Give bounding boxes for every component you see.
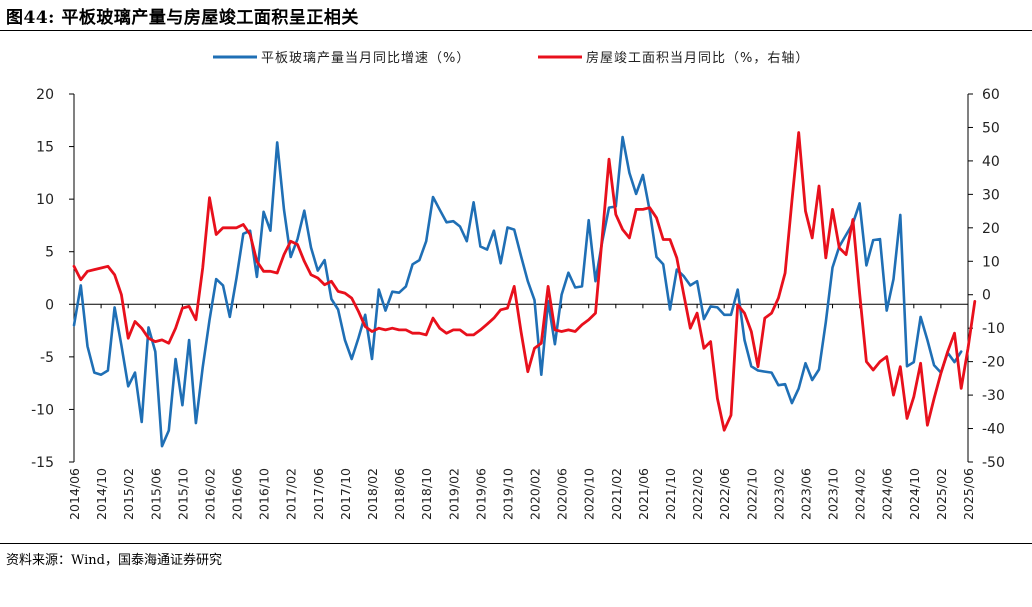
x-tick-label: 2021/02 (609, 468, 624, 520)
x-tick-label: 2021/06 (636, 468, 651, 520)
left-tick-label: 0 (45, 297, 54, 313)
source-note: 资料来源：Wind，国泰海通证券研究 (6, 553, 222, 568)
right-tick-label: 60 (982, 87, 1000, 103)
right-tick-label: 30 (982, 187, 1000, 203)
x-tick-label: 2015/10 (175, 468, 190, 520)
right-tick-label: 10 (982, 254, 1000, 270)
x-tick-label: 2023/10 (826, 468, 841, 520)
right-tick-label: 20 (982, 221, 1000, 237)
x-tick-label: 2024/02 (853, 468, 868, 520)
x-tick-label: 2018/10 (419, 468, 434, 520)
x-tick-label: 2015/06 (148, 468, 163, 520)
x-tick-label: 2020/02 (528, 468, 543, 520)
chart: 平板玻璃产量当月同比增速（%） 房屋竣工面积当月同比（%，右轴） -15 -10 -5… (31, 50, 1005, 520)
x-tick-label: 2018/06 (392, 468, 407, 520)
x-tick-label: 2016/06 (230, 468, 245, 520)
left-tick-label: 5 (45, 245, 54, 261)
x-tick-label: 2021/10 (663, 468, 678, 520)
right-tick-label: -50 (982, 455, 1005, 471)
x-tick-label: 2015/02 (121, 468, 136, 520)
glass-output-yoy-line (72, 135, 963, 448)
x-tick-label: 2022/06 (717, 468, 732, 520)
x-tick-label: 2024/06 (880, 468, 895, 520)
axes: -15-10-505101520-50-40-30-20-10010203040… (31, 87, 1005, 520)
right-tick-label: -40 (982, 422, 1005, 438)
x-tick-label: 2017/02 (284, 468, 299, 520)
x-tick-label: 2019/02 (446, 468, 461, 520)
x-tick-label: 2025/02 (934, 468, 949, 520)
x-tick-label: 2014/10 (94, 468, 109, 520)
left-tick-label: -5 (40, 350, 54, 366)
right-tick-label: 50 (982, 120, 1000, 136)
left-tick-label: -15 (31, 455, 54, 471)
left-tick-label: 10 (36, 192, 54, 208)
x-tick-label: 2016/02 (202, 468, 217, 520)
right-tick-label: -30 (982, 388, 1005, 404)
x-tick-label: 2014/06 (67, 468, 82, 520)
x-tick-label: 2023/02 (771, 468, 786, 520)
left-tick-label: 15 (36, 140, 54, 156)
x-tick-label: 2020/06 (555, 468, 570, 520)
x-tick-label: 2016/10 (257, 468, 272, 520)
legend-label-completed-area: 房屋竣工面积当月同比（%，右轴） (586, 50, 809, 66)
x-tick-label: 2018/02 (365, 468, 380, 520)
x-tick-label: 2022/02 (690, 468, 705, 520)
legend: 平板玻璃产量当月同比增速（%） 房屋竣工面积当月同比（%，右轴） (213, 50, 809, 66)
title-rule (0, 30, 1032, 31)
figure-title: 图44: 平板玻璃产量与房屋竣工面积呈正相关 (6, 8, 359, 28)
right-tick-label: 0 (982, 288, 991, 304)
x-tick-label: 2020/10 (582, 468, 597, 520)
legend-label-glass: 平板玻璃产量当月同比增速（%） (261, 51, 470, 66)
x-tick-label: 2023/06 (798, 468, 813, 520)
left-tick-label: -10 (31, 402, 54, 418)
x-tick-label: 2019/06 (473, 468, 488, 520)
x-tick-label: 2022/10 (744, 468, 759, 520)
left-tick-label: 20 (36, 87, 54, 103)
series-lines (72, 131, 977, 448)
x-tick-label: 2025/06 (961, 468, 976, 520)
completed-area-yoy-line (72, 131, 977, 432)
x-tick-label: 2019/10 (500, 468, 515, 520)
right-tick-label: -20 (982, 355, 1005, 371)
right-tick-label: 40 (982, 154, 1000, 170)
right-tick-label: -10 (982, 321, 1005, 337)
x-tick-label: 2017/06 (311, 468, 326, 520)
source-rule (0, 543, 1032, 544)
x-tick-label: 2024/10 (907, 468, 922, 520)
x-tick-label: 2017/10 (338, 468, 353, 520)
